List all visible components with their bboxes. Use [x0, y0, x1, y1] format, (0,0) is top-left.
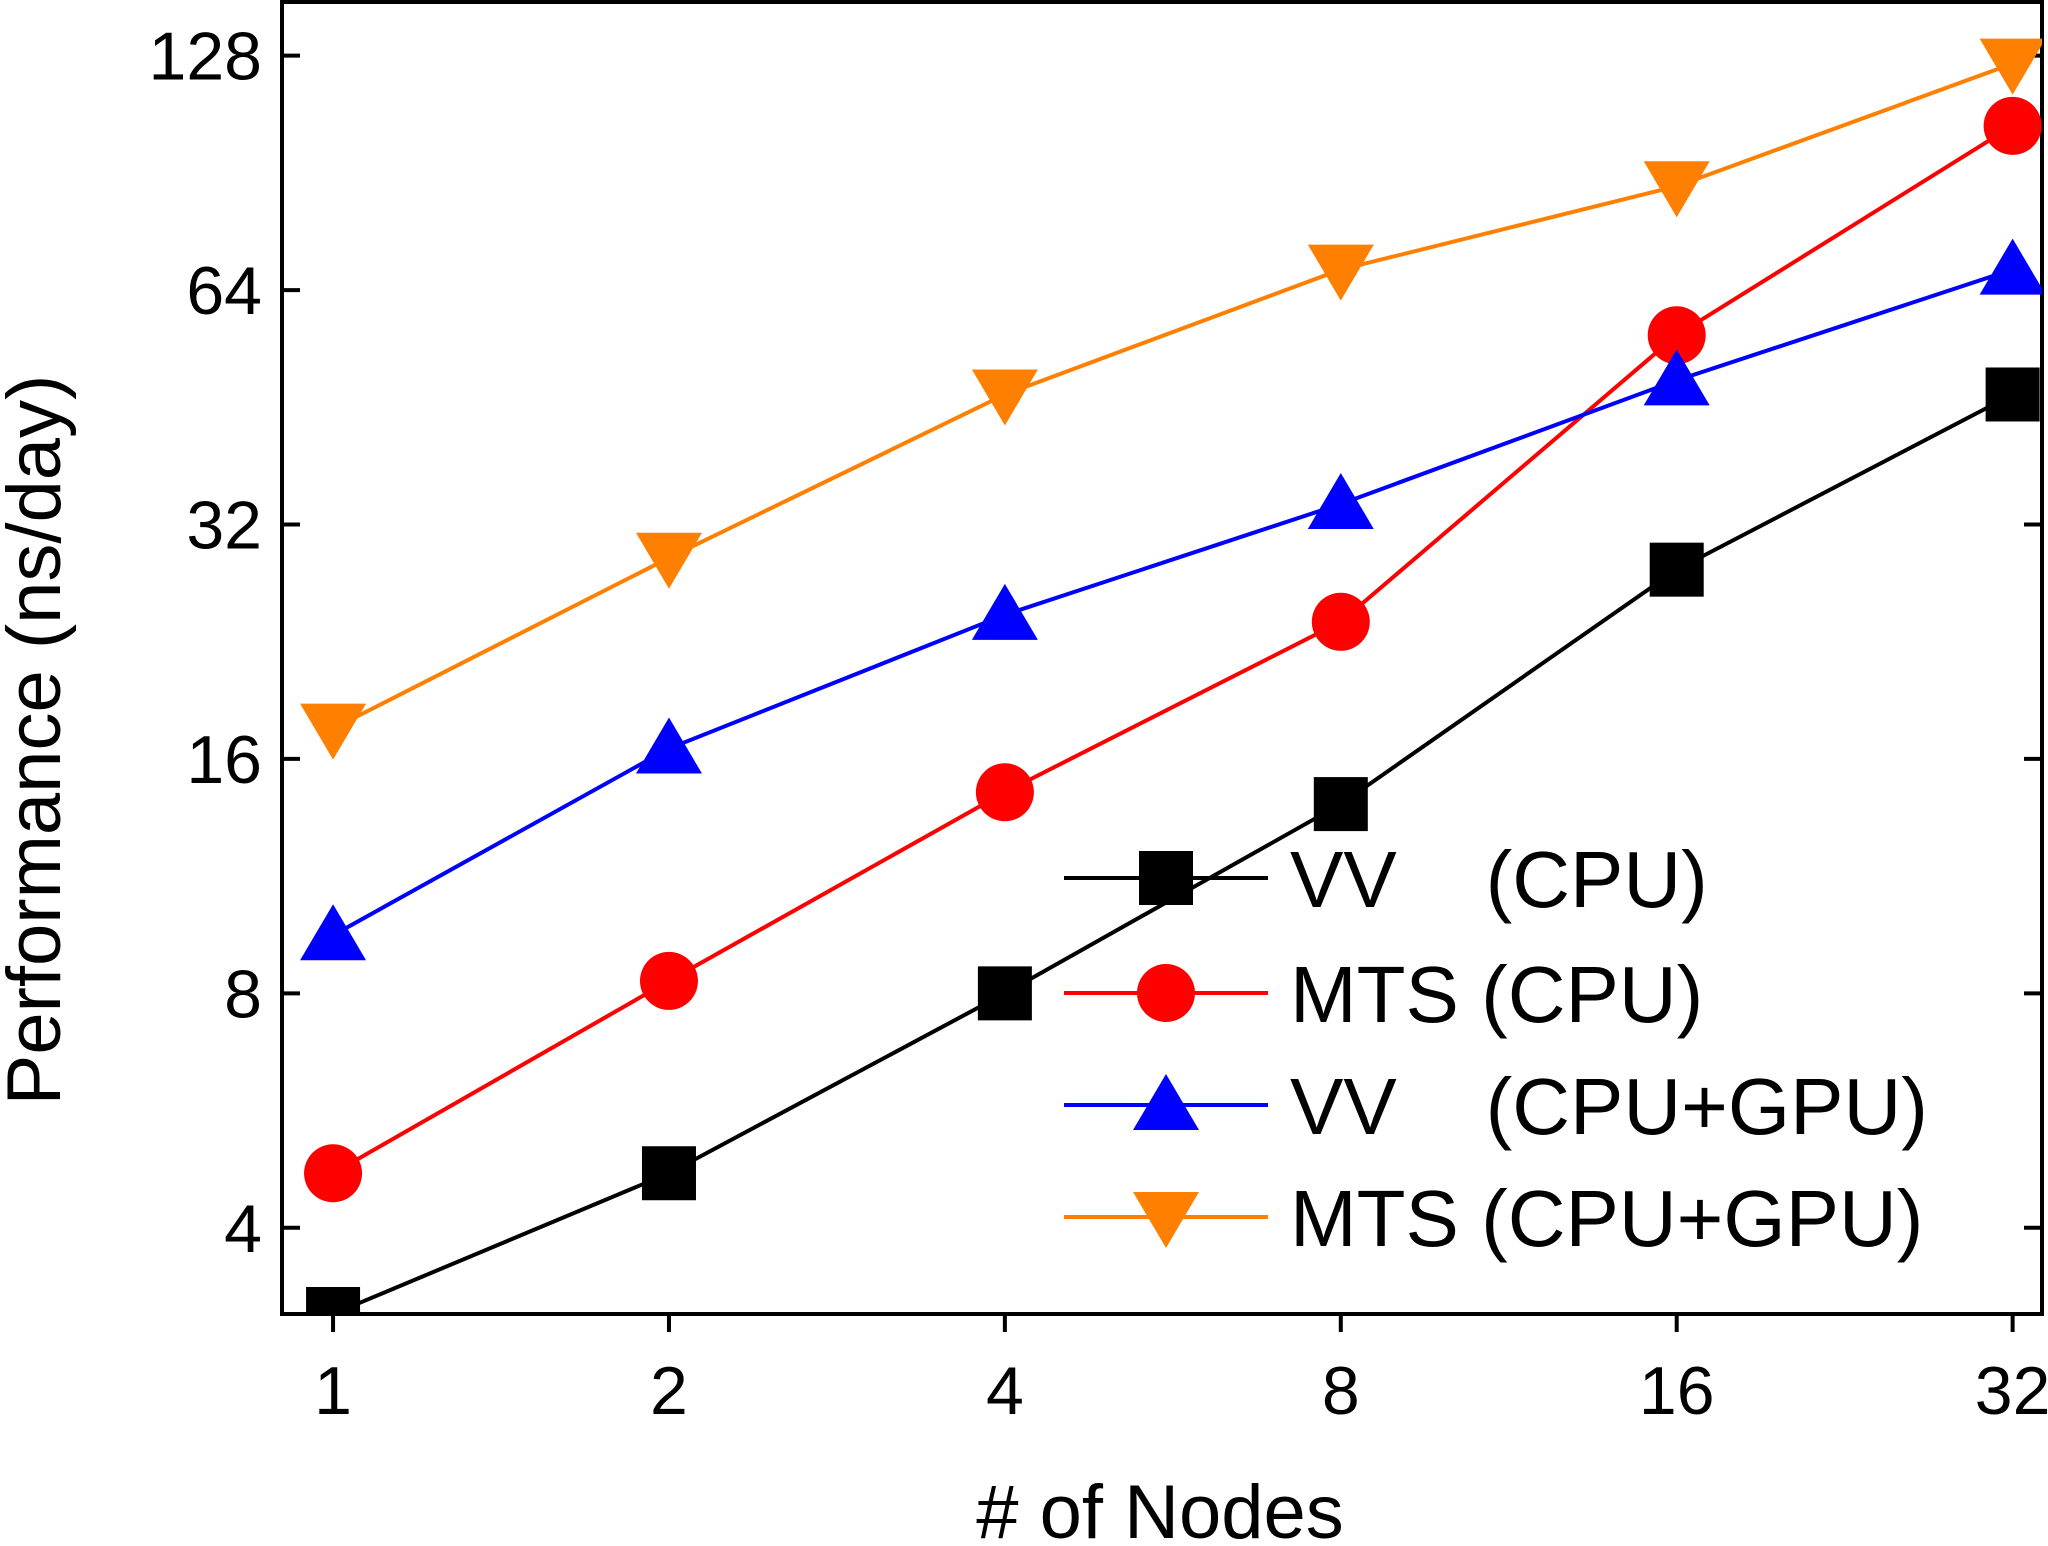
data-point-0 [306, 1287, 361, 1314]
y-tick-label: 4 [224, 1191, 262, 1267]
data-point-0 [977, 966, 1032, 1021]
series-line-1 [332, 124, 2014, 1175]
data-point-0 [1313, 777, 1368, 832]
data-point-1 [1983, 96, 2042, 155]
legend-marker [1139, 851, 1193, 905]
data-point-2 [1979, 238, 2042, 295]
y-tick-label: 64 [186, 253, 262, 329]
y-tick-label: 32 [186, 488, 262, 564]
x-axis-ticks: 1 2 4 8 16 32 [314, 1314, 2048, 1429]
data-point-1 [639, 951, 698, 1010]
data-point-0 [641, 1146, 696, 1201]
data-point-2 [300, 904, 367, 961]
x-axis-title: # of Nodes [976, 1470, 1344, 1546]
y-tick-label: 128 [149, 19, 262, 95]
data-point-2 [635, 717, 702, 774]
data-point-2 [1307, 472, 1374, 529]
data-point-3 [635, 532, 702, 589]
x-tick-label: 32 [1975, 1353, 2048, 1429]
data-point-2 [971, 583, 1038, 640]
y-tick-label: 8 [224, 956, 262, 1032]
data-point-1 [975, 763, 1034, 822]
legend-label: VV (CPU+GPU) [1290, 1062, 1928, 1151]
legend-marker [1133, 1192, 1199, 1248]
y-tick-label: 16 [186, 722, 262, 798]
series-line-2 [332, 267, 2014, 937]
x-tick-label: 4 [986, 1353, 1024, 1429]
legend-label: MTS (CPU+GPU) [1290, 1174, 1923, 1263]
data-point-2 [1643, 349, 1710, 406]
data-point-0 [1985, 367, 2040, 422]
data-point-1 [1311, 592, 1370, 651]
plot-frame [280, 0, 2044, 1316]
y-axis-title: Performance (ns/day) [0, 375, 77, 1106]
x-tick-label: 16 [1639, 1353, 1715, 1429]
data-point-3 [971, 369, 1038, 426]
series-markers [300, 38, 2042, 1314]
legend-marker [1137, 964, 1195, 1022]
legend: VV (CPU) MTS (CPU) VV (CPU+GPU) MTS (CPU+GP… [1064, 835, 1928, 1263]
x-tick-label: 2 [650, 1353, 688, 1429]
x-tick-label: 8 [1322, 1353, 1360, 1429]
data-point-3 [1979, 38, 2042, 95]
series-line-3 [332, 61, 2014, 731]
data-point-3 [1643, 161, 1710, 218]
data-point-3 [1307, 244, 1374, 301]
data-point-1 [304, 1144, 363, 1203]
data-point-0 [1649, 542, 1704, 597]
legend-label: MTS (CPU) [1290, 950, 1703, 1039]
x-tick-label: 1 [314, 1353, 352, 1429]
data-point-1 [1647, 306, 1706, 365]
data-point-3 [300, 703, 367, 760]
legend-marker [1133, 1074, 1199, 1130]
legend-label: VV (CPU) [1290, 835, 1708, 924]
